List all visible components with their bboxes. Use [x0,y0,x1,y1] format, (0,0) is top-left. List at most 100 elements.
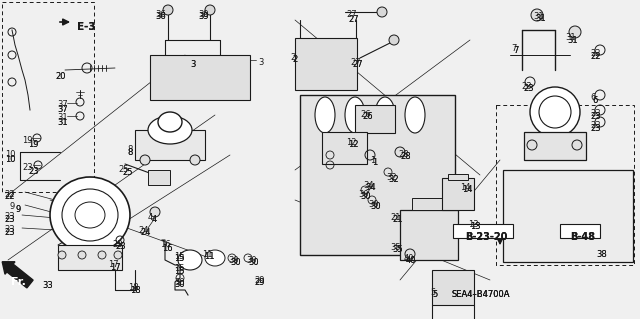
Text: 13: 13 [468,220,479,229]
Circle shape [377,7,387,17]
Text: 6: 6 [592,96,597,105]
Text: 14: 14 [460,183,470,192]
Text: 5: 5 [430,288,435,297]
Text: 23: 23 [590,124,600,133]
Text: 23: 23 [523,84,534,93]
Text: SEA4–B4700A: SEA4–B4700A [452,290,511,299]
Text: 15: 15 [174,254,184,263]
Circle shape [572,140,582,150]
Circle shape [205,5,215,15]
Text: 23: 23 [4,228,15,237]
Text: 24: 24 [140,228,150,237]
Text: 11: 11 [204,252,214,261]
Circle shape [395,147,405,157]
Text: 21: 21 [390,213,401,222]
Ellipse shape [50,177,130,253]
Text: 23: 23 [4,228,15,237]
Text: 7: 7 [513,46,518,55]
Text: 30: 30 [368,200,379,209]
Text: SEA4–B4700A: SEA4–B4700A [452,290,511,299]
Text: B-48: B-48 [570,232,595,242]
Ellipse shape [148,116,192,144]
Ellipse shape [75,202,105,228]
Text: 5: 5 [432,290,437,299]
Text: 15: 15 [174,254,184,263]
Circle shape [527,140,537,150]
Text: 23: 23 [590,121,600,130]
Text: 23: 23 [590,109,600,118]
Text: 37: 37 [57,100,68,109]
Bar [448,174,468,180]
Text: 30: 30 [248,258,259,267]
Text: 31: 31 [57,118,68,127]
Text: 2: 2 [292,55,297,64]
Text: 27: 27 [350,58,360,67]
Text: 23: 23 [4,215,15,224]
Bar [412,198,446,210]
Bar [2,2,94,192]
Text: 23: 23 [115,242,125,251]
Text: 14: 14 [462,185,472,194]
Text: 15: 15 [174,264,184,273]
Text: 28: 28 [400,152,411,161]
Text: 22: 22 [590,52,600,61]
Text: 23: 23 [590,112,600,121]
Text: 1: 1 [372,158,377,167]
Text: 36: 36 [155,10,166,19]
Circle shape [531,9,543,21]
Text: 17: 17 [110,263,120,272]
Text: 27: 27 [348,15,358,24]
Text: 28: 28 [398,150,408,159]
Text: 30: 30 [228,256,239,265]
Text: 32: 32 [388,175,399,184]
Circle shape [163,5,173,15]
Text: 9: 9 [15,205,20,214]
Text: 4: 4 [152,215,157,224]
Text: 34: 34 [365,183,376,192]
Text: 27: 27 [352,60,363,69]
Bar [432,270,474,305]
Text: 13: 13 [470,222,481,231]
Bar [355,105,395,133]
Bar [496,105,634,265]
Text: 23: 23 [4,225,15,234]
Text: 26: 26 [360,110,371,119]
Text: 15: 15 [174,267,184,276]
Text: 21: 21 [392,215,403,224]
Text: 16: 16 [160,240,171,249]
Circle shape [389,35,399,45]
Text: 40: 40 [406,256,417,265]
Text: 31: 31 [567,36,578,45]
Text: 22: 22 [590,49,600,58]
Text: 25: 25 [122,168,132,177]
Text: 26: 26 [362,112,372,121]
Text: 17: 17 [108,260,118,269]
Text: 25: 25 [118,165,129,174]
Text: 6: 6 [592,96,597,105]
Text: 1: 1 [370,156,375,165]
Ellipse shape [205,250,225,266]
Text: 17: 17 [110,263,120,272]
Text: 30: 30 [230,258,241,267]
Text: 3: 3 [190,60,195,69]
Text: 18: 18 [128,283,139,292]
FancyArrow shape [2,262,33,288]
Ellipse shape [530,87,580,137]
Bar [453,224,513,238]
Text: SEA4–B4700A: SEA4–B4700A [452,290,511,299]
Ellipse shape [539,96,571,128]
Text: 30: 30 [370,202,381,211]
Text: 12: 12 [348,140,358,149]
Text: 7: 7 [511,44,516,53]
Circle shape [98,251,106,259]
Text: 39: 39 [198,12,209,21]
Text: 12: 12 [346,138,356,147]
Text: 31: 31 [57,118,68,127]
Text: 23: 23 [590,124,600,133]
Text: 23: 23 [22,163,33,172]
Circle shape [190,155,200,165]
Text: 31: 31 [567,36,578,45]
Text: 3: 3 [258,58,264,67]
Text: 20: 20 [55,72,65,81]
Text: 2: 2 [290,53,295,62]
